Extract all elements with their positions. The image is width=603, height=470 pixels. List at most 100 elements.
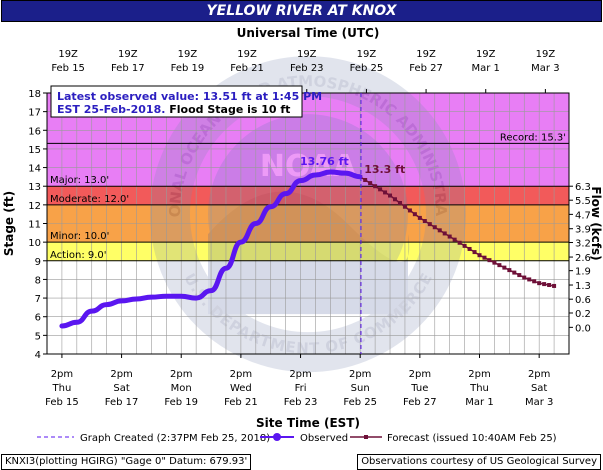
info-box-line1: Latest observed value: 13.51 ft at 1:45 …: [57, 90, 322, 103]
bottom-tick-time: 2pm: [409, 369, 431, 380]
info-box-flood-stage: Flood Stage is 10 ft: [169, 103, 290, 116]
band-label-moderate: Moderate: 12.0': [50, 194, 129, 205]
y-tick-label: 6: [35, 313, 41, 324]
forecast-point: [512, 270, 517, 275]
bottom-tick-time: 2pm: [110, 369, 132, 380]
bottom-tick-date: Mar 3: [525, 397, 553, 408]
bottom-tick-time: 2pm: [170, 369, 192, 380]
y2-tick-label: 5.5: [575, 196, 591, 207]
bottom-tick-date: Feb 25: [343, 397, 377, 408]
forecast-point: [442, 231, 447, 236]
forecast-point: [542, 282, 547, 287]
watermark-ring: [150, 56, 466, 373]
y2-tick-label: 0.0: [575, 323, 591, 334]
forecast-point: [393, 197, 397, 202]
forecast-point: [452, 237, 457, 242]
forecast-point: [412, 212, 417, 217]
top-tick-date: Mar 1: [472, 63, 500, 74]
bottom-tick-date: Feb 19: [164, 397, 198, 408]
y2-tick-label: 1.3: [575, 281, 591, 292]
band-action: [47, 242, 569, 261]
latest-value-box: Latest observed value: 13.51 ft at 1:45 …: [50, 85, 322, 118]
band-label-action: Action: 9.0': [50, 250, 107, 261]
bottom-tick-time: 2pm: [289, 369, 311, 380]
bottom-tick-date: Feb 23: [284, 397, 318, 408]
top-tick-date: Feb 15: [51, 63, 85, 74]
bottom-tick-day: Thu: [469, 383, 489, 394]
forecast-point: [457, 240, 462, 245]
bottom-tick-day: Wed: [230, 383, 252, 394]
forecast-point: [522, 275, 527, 280]
bottom-tick-date: Feb 21: [224, 397, 258, 408]
info-box-frame: [50, 85, 303, 118]
band-normal: [47, 260, 569, 354]
forecast-point: [432, 225, 437, 230]
bottom-tick-time: 2pm: [349, 369, 371, 380]
forecast-point: [502, 265, 507, 270]
y2-axis-title: Flow (kcfs): [589, 186, 603, 260]
top-tick-hour: 19Z: [118, 49, 138, 60]
legend-graph-created-label: Graph Created (2:37PM Feb 25, 2018): [80, 433, 270, 444]
forecast-point: [383, 190, 388, 195]
y-tick-label: 10: [28, 238, 41, 249]
y-axis-title: Stage (ft): [2, 191, 16, 256]
top-tick-hour: 19Z: [476, 49, 496, 60]
y-tick-label: 8: [35, 275, 41, 286]
top-tick-date: Feb 25: [350, 63, 384, 74]
forecast-point: [427, 222, 432, 227]
y2-tick-label: 6.3: [575, 182, 591, 193]
y-tick-label: 18: [28, 89, 41, 100]
bottom-tick-day: Sat: [113, 383, 129, 394]
y2-tick-label: 4.7: [575, 210, 591, 221]
info-box-line2: EST 25-Feb-2018. Flood Stage is 10 ft: [57, 103, 290, 116]
bottom-tick-date: Feb 17: [105, 397, 139, 408]
forecast-point: [487, 258, 492, 263]
top-tick-date: Feb 23: [290, 63, 324, 74]
datum-note: KNXI3(plotting HGIRG) "Gage 0" Datum: 67…: [1, 454, 252, 470]
forecast-point: [552, 283, 557, 288]
y-tick-label: 14: [28, 164, 41, 175]
forecast-point: [477, 253, 482, 258]
forecast-point: [537, 281, 542, 286]
y-tick-label: 17: [28, 108, 41, 119]
top-tick-hour: 19Z: [297, 49, 317, 60]
y2-tick-label: 3.2: [575, 239, 591, 250]
top-axis-title: Universal Time (UTC): [237, 26, 380, 40]
y-tick-label: 15: [28, 145, 41, 156]
bottom-tick-time: 2pm: [230, 369, 252, 380]
band-moderate: [47, 186, 569, 205]
forecast-point: [462, 243, 467, 248]
band-label-major: Major: 13.0': [50, 175, 109, 186]
forecast-point: [497, 263, 502, 268]
y2-tick-label: 1.9: [575, 267, 591, 278]
y2-tick-label: 0.6: [575, 295, 591, 306]
top-tick-date: Feb 21: [230, 63, 264, 74]
record-label: Record: 15.3': [500, 132, 566, 143]
forecast-line: [359, 176, 555, 287]
top-tick-date: Feb 17: [111, 63, 145, 74]
legend-forecast-label: Forecast (issued 10:40AM Feb 25): [387, 433, 557, 444]
forecast-point: [507, 268, 512, 273]
top-tick-hour: 19Z: [178, 49, 198, 60]
legend: Graph Created (2:37PM Feb 25, 2018) Obser…: [37, 433, 557, 444]
forecast-point: [492, 260, 497, 265]
forecast-point: [517, 273, 522, 278]
watermark-disc: [208, 114, 408, 315]
y-tick-label: 4: [35, 350, 41, 361]
forecast-start-label: 13.3 ft: [364, 163, 405, 176]
forecast-point: [378, 187, 383, 192]
top-tick-hour: 19Z: [536, 49, 556, 60]
top-tick-hour: 19Z: [357, 49, 377, 60]
bottom-tick-day: Fri: [295, 383, 307, 394]
bottom-tick-date: Feb 15: [45, 397, 79, 408]
forecast-point: [482, 255, 487, 260]
forecast-point: [467, 246, 472, 251]
top-tick-date: Mar 3: [531, 63, 559, 74]
forecast-point: [547, 283, 552, 288]
bottom-tick-time: 2pm: [528, 369, 550, 380]
y-tick-label: 9: [35, 257, 41, 268]
y2-tick-label: 0.2: [575, 309, 591, 320]
bottom-tick-day: Sun: [351, 383, 370, 394]
forecast-point: [527, 277, 532, 282]
bottom-tick-time: 2pm: [468, 369, 490, 380]
